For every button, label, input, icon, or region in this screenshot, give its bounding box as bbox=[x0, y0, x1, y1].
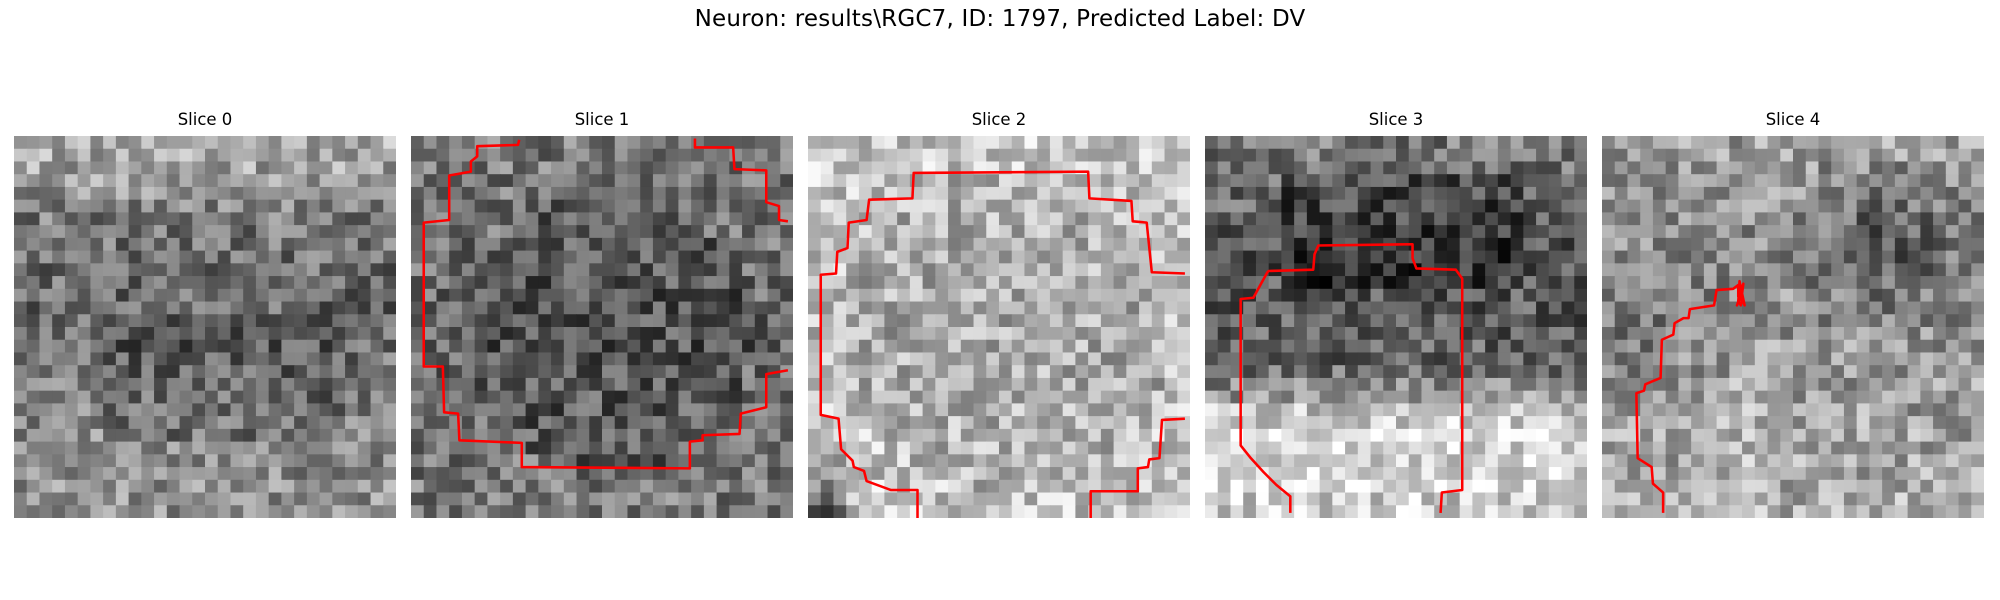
slice-panel-1: Slice 1 bbox=[411, 108, 793, 518]
pixel-grid bbox=[1602, 136, 1984, 518]
slice-image bbox=[808, 136, 1190, 518]
slice-image bbox=[1205, 136, 1587, 518]
cell-contour bbox=[1239, 242, 1464, 513]
slice-title: Slice 4 bbox=[1765, 110, 1821, 129]
cell-contour bbox=[819, 170, 1185, 518]
pixel-grid bbox=[411, 136, 793, 518]
slice-image bbox=[411, 136, 793, 518]
cell-contour bbox=[422, 139, 789, 470]
slice-title: Slice 0 bbox=[177, 110, 233, 129]
cell-contour bbox=[693, 138, 789, 223]
slice-image bbox=[1602, 136, 1984, 518]
slice-panel-3: Slice 3 bbox=[1205, 108, 1587, 518]
cell-contour bbox=[1635, 279, 1746, 513]
cell-contour bbox=[1089, 417, 1185, 518]
slice-panel-2: Slice 2 bbox=[808, 108, 1190, 518]
pixel-grid bbox=[808, 136, 1190, 518]
pixel-grid bbox=[1205, 136, 1587, 518]
slice-panel-4: Slice 4 bbox=[1602, 108, 1984, 518]
figure-title: Neuron: results\RGC7, ID: 1797, Predicte… bbox=[694, 6, 1306, 32]
slice-image bbox=[14, 136, 396, 518]
slice-title: Slice 3 bbox=[1368, 110, 1424, 129]
slice-title: Slice 1 bbox=[574, 110, 630, 129]
pixel-grid bbox=[14, 136, 396, 518]
slice-title: Slice 2 bbox=[971, 110, 1027, 129]
slice-panel-0: Slice 0 bbox=[14, 108, 396, 518]
